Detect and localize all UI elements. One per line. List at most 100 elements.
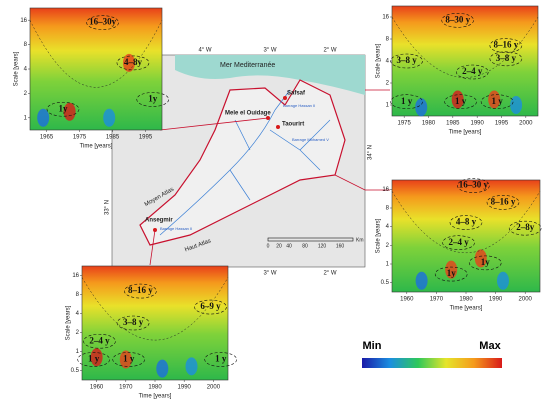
y-axis-label: Scale [years] — [14, 51, 20, 86]
contour — [455, 64, 489, 80]
contour — [486, 195, 520, 210]
period-label: 1 y — [123, 354, 135, 364]
contour — [434, 266, 468, 282]
lon-label: 3° W — [263, 271, 276, 277]
dam-label: Barrage Mohamed V — [292, 137, 329, 142]
x-tick-label: 1980 — [148, 385, 162, 391]
period-label: 1y — [59, 103, 69, 113]
panels: 1965 1975 1985 1995 16 8 4 2 1 Time [years] Scale … — [14, 5, 542, 400]
x-tick-label: 2000 — [519, 297, 533, 303]
contour — [112, 352, 146, 367]
y-tick-label: 8 — [24, 42, 28, 48]
y-tick-label: 16 — [72, 273, 79, 279]
station-label: Taourirt — [282, 122, 304, 128]
basin — [139, 79, 346, 246]
station — [283, 96, 287, 100]
scale-label: 40 — [286, 243, 292, 249]
contour — [390, 94, 423, 109]
contour — [508, 220, 542, 236]
scale-label: 0 — [267, 243, 270, 249]
scale-label: 80 — [302, 243, 308, 249]
station-label: Ansegmir — [145, 218, 173, 224]
contour — [441, 12, 475, 28]
contour — [468, 255, 502, 271]
legend-max: Max — [479, 340, 501, 352]
lon-label: 4° W — [198, 48, 211, 54]
period-label: 4–8 y — [456, 217, 477, 227]
contour — [194, 299, 227, 315]
contour — [449, 215, 483, 230]
contour — [204, 352, 237, 367]
contour — [442, 235, 475, 251]
power-patch — [37, 108, 50, 127]
period-label: 3–8 y — [396, 55, 417, 65]
y-tick-label: 16 — [20, 18, 27, 24]
station-label: Mele el Ouidage — [225, 111, 271, 117]
contour — [46, 101, 80, 117]
map: Mer Mediterranée Safsaf Mele el Ouidage … — [105, 48, 374, 277]
period-label: 8–16 y — [128, 285, 153, 295]
x-tick-label: 1980 — [459, 297, 473, 303]
y-tick-label: 4 — [76, 311, 80, 317]
contour — [480, 94, 514, 109]
x-tick-label: 1960 — [400, 297, 414, 303]
x-axis-label: Time [years] — [139, 394, 172, 400]
contour — [86, 15, 119, 30]
y-tick-label: 4 — [386, 59, 390, 65]
y-tick-label: 4 — [24, 67, 28, 73]
x-tick-label: 1970 — [119, 385, 133, 391]
lon-label: 3° W — [263, 48, 276, 54]
rivers — [159, 89, 331, 236]
power-patch — [445, 260, 458, 279]
connector — [149, 89, 390, 266]
scale-bar — [267, 237, 354, 242]
y-tick-label: 2 — [76, 330, 80, 336]
dam-label: Barrage Hassan II — [283, 103, 315, 108]
scale-label: 20 — [276, 243, 282, 249]
station-label: Safsaf — [287, 91, 306, 97]
cone-of-influence — [391, 16, 539, 78]
x-tick-label: 1960 — [90, 385, 104, 391]
colorbar — [362, 358, 502, 368]
x-axis-label: Time [years] — [449, 130, 482, 136]
x-tick-label: 1990 — [178, 385, 192, 391]
period-label: 3–8 y — [123, 317, 144, 327]
x-tick-label: 1990 — [489, 297, 503, 303]
x-tick-label: 1995 — [139, 135, 153, 141]
period-label: 1 y — [215, 354, 227, 364]
power-patch — [103, 108, 116, 127]
cone-of-influence — [29, 20, 163, 88]
x-tick-label: 1990 — [470, 121, 484, 127]
x-tick-label: 2000 — [519, 121, 533, 127]
contour — [489, 51, 523, 67]
y-tick-label: 16 — [382, 187, 389, 193]
period-label: 8–30 y — [445, 14, 470, 24]
spectrum — [81, 265, 229, 381]
dam-label: Barrage Hassan II — [160, 226, 192, 231]
station — [276, 125, 280, 129]
scale-label: Km — [356, 237, 364, 243]
contour — [116, 315, 150, 331]
period-label: 2–4 y — [448, 237, 469, 247]
power-patch — [474, 249, 487, 268]
period-label: 8–16 y — [494, 40, 519, 50]
power-patch — [156, 359, 169, 378]
lon-label: 2° W — [323, 271, 336, 277]
period-label: 3–8 y — [496, 53, 517, 63]
x-tick-label: 1975 — [73, 135, 87, 141]
x-tick-label: 1980 — [422, 121, 436, 127]
period-label: 16–30y — [89, 17, 117, 27]
scale-label: 120 — [318, 243, 327, 249]
period-label: 16–30 y — [459, 180, 489, 190]
period-label: 8–16 y — [491, 196, 516, 206]
contour — [489, 38, 523, 53]
y-tick-label: 8 — [76, 292, 80, 298]
period-label: 1 y — [401, 96, 413, 106]
period-label: 1 y — [88, 354, 100, 364]
y-tick-label: 2 — [24, 91, 28, 97]
power-patch — [185, 357, 198, 376]
contour — [390, 53, 423, 69]
x-tick-label: 1965 — [40, 135, 54, 141]
legend-min: Min — [363, 340, 382, 352]
